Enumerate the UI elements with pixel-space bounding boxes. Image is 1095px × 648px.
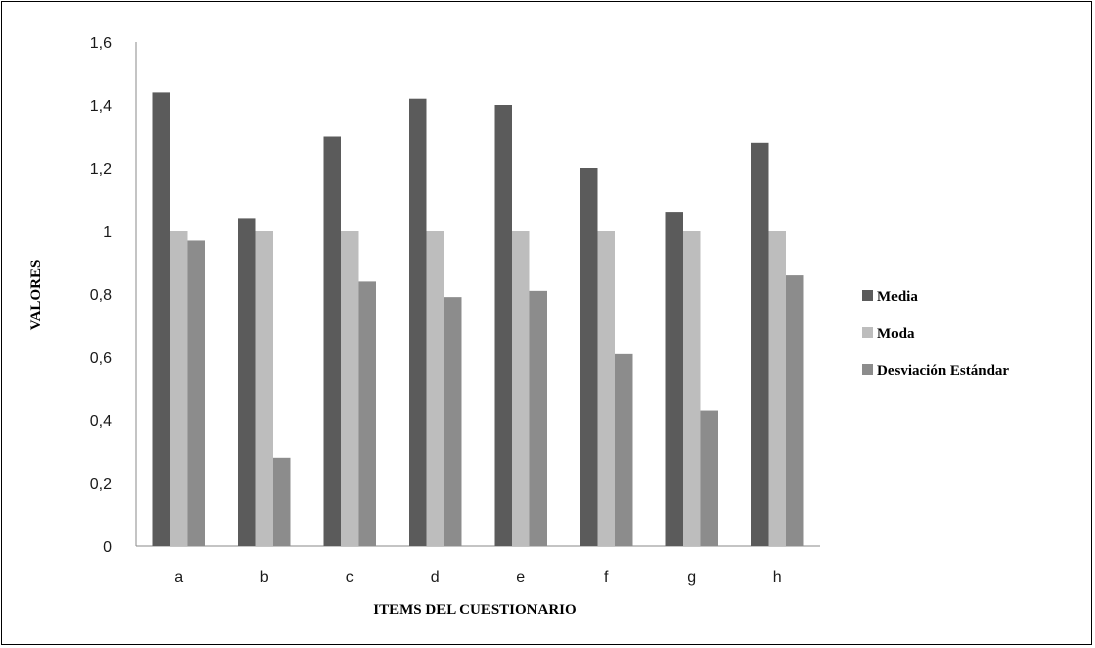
x-tick-label-b: b [260, 569, 269, 586]
bar-moda-a [170, 231, 188, 546]
y-tick-label: 0,2 [90, 476, 112, 493]
x-tick-label-g: g [687, 569, 696, 586]
bar-moda-g [683, 231, 701, 546]
legend-label: Moda [877, 326, 915, 342]
bar-media-g [665, 212, 683, 546]
legend-swatch [862, 364, 873, 375]
x-tick-label-d: d [431, 569, 440, 586]
y-tick-label: 1,2 [90, 161, 112, 178]
bar-desviaci-n-est-ndar-b [273, 457, 291, 546]
y-tick-label: 0 [103, 539, 112, 556]
x-tick-label-f: f [604, 569, 609, 586]
bar-moda-c [341, 231, 359, 546]
bar-moda-e [512, 231, 530, 546]
bar-media-e [494, 105, 512, 546]
bar-media-a [152, 92, 170, 547]
y-tick-label: 1,6 [90, 35, 112, 52]
x-tick-label-c: c [346, 569, 354, 586]
legend-swatch [862, 327, 873, 338]
x-tick-label-a: a [174, 569, 183, 586]
legend-label: Media [877, 289, 918, 305]
legend-label: Desviación Estándar [877, 363, 1009, 379]
y-tick-label: 0,4 [90, 413, 112, 430]
bar-media-c [323, 136, 341, 546]
bar-desviaci-n-est-ndar-g [700, 410, 718, 546]
bar-media-b [238, 218, 256, 546]
bar-media-h [751, 142, 769, 547]
y-tick-label: 1,4 [90, 98, 112, 115]
x-axis-title: ITEMS DEL CUESTIONARIO [373, 602, 576, 618]
bar-desviaci-n-est-ndar-h [786, 275, 804, 546]
bar-moda-d [426, 231, 444, 546]
y-tick-label: 0,6 [90, 350, 112, 367]
y-tick-label: 1 [103, 224, 112, 241]
x-tick-label-e: e [516, 569, 525, 586]
bar-moda-f [597, 231, 615, 546]
y-tick-label: 0,8 [90, 287, 112, 304]
legend-swatch [862, 290, 873, 301]
y-axis-title: VALORES [28, 260, 44, 331]
bar-desviaci-n-est-ndar-a [187, 240, 205, 546]
bar-desviaci-n-est-ndar-d [444, 297, 462, 546]
bar-moda-b [255, 231, 273, 546]
bar-desviaci-n-est-ndar-e [529, 290, 547, 546]
bar-media-d [409, 98, 427, 546]
bar-moda-h [768, 231, 786, 546]
bar-media-f [580, 168, 598, 546]
x-tick-label-h: h [773, 569, 782, 586]
bar-desviaci-n-est-ndar-f [615, 353, 633, 546]
bar-desviaci-n-est-ndar-c [358, 281, 376, 546]
